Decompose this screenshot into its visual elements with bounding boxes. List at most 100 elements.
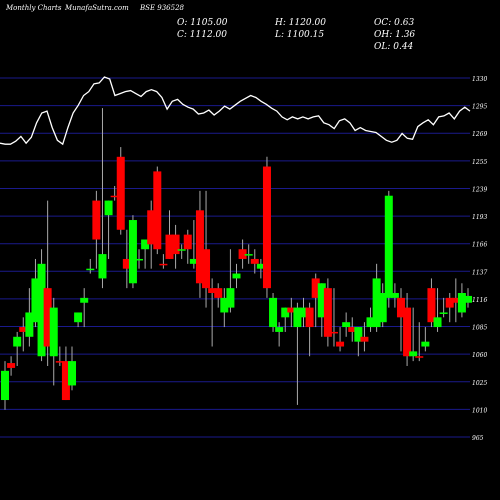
candle-body[interactable] [348,327,357,332]
y-axis-tick-labels: 1330 1295 1269 1255 1239 1193 1166 1137 1116 1085… [472,76,487,442]
candle-body[interactable] [360,336,369,342]
candle-body[interactable] [177,249,186,251]
candle-body[interactable] [336,341,345,347]
candle-body[interactable] [262,166,271,289]
candle-body[interactable] [378,293,387,323]
candle-body[interactable] [153,171,162,250]
candle-body[interactable] [238,249,247,259]
candle-body[interactable] [122,258,131,269]
candle-body[interactable] [61,361,70,401]
candle-body[interactable] [305,307,314,328]
candle-body[interactable] [287,307,296,313]
candle-body[interactable] [269,297,278,328]
candle-body[interactable] [409,351,418,357]
candle-body[interactable] [433,317,442,328]
candle-body[interactable] [110,195,119,198]
candle-body[interactable] [403,307,412,357]
candle-body[interactable] [384,195,393,298]
candle-body[interactable] [1,370,9,401]
candle-body[interactable] [86,268,95,271]
candle-body[interactable] [189,258,198,264]
y-tick-label: 1116 [472,297,487,304]
candle-body[interactable] [49,307,58,357]
ohlc-high: H: 1120.00 [275,18,326,28]
candle-body[interactable] [372,278,381,328]
candle-body[interactable] [275,327,284,332]
candle-body[interactable] [25,312,34,337]
candle-body[interactable] [208,288,217,294]
candle-body[interactable] [171,234,180,255]
candle-body[interactable] [329,331,338,334]
y-tick-label: 965 [472,435,484,442]
ohlc-ol: OL: 0.44 [374,42,414,52]
candle-body[interactable] [19,327,28,332]
candle-body[interactable] [135,258,144,261]
candle-body[interactable] [141,239,150,250]
candle-body[interactable] [31,278,40,323]
y-tick-label: 1025 [472,380,487,387]
candle-body[interactable] [451,297,460,303]
y-tick-label: 1137 [472,269,487,276]
ohlc-close: C: 1112.00 [177,30,227,40]
ohlc-oc: OC: 0.63 [374,18,415,28]
candle-body[interactable] [421,341,430,347]
candle-body[interactable] [13,336,22,347]
candle-body[interactable] [55,361,64,363]
chart-title: Monthly Charts [6,4,62,12]
grid-lines [0,77,470,438]
y-tick-label: 1239 [472,186,487,193]
candle-body[interactable] [183,234,192,250]
candle-body[interactable] [342,322,351,328]
candle-body[interactable] [80,297,89,303]
candle-body[interactable] [390,293,399,298]
y-tick-label: 1085 [472,325,487,332]
y-tick-label: 1010 [472,407,487,414]
candle-body[interactable] [195,210,204,284]
site-name[interactable]: MunafaSutra.com [65,4,129,12]
candle-body[interactable] [311,278,320,298]
candle-body[interactable] [159,263,168,266]
candle-body[interactable] [323,288,332,337]
candle-body[interactable] [256,263,265,269]
candle-body[interactable] [165,234,174,259]
candle-body[interactable] [232,273,241,279]
candle-body[interactable] [464,295,472,303]
candle-body[interactable] [202,249,211,289]
candle-body[interactable] [226,288,235,308]
candle-body[interactable] [214,288,223,298]
candle-body[interactable] [104,200,113,216]
candle-body[interactable] [7,363,16,368]
y-tick-label: 1255 [472,159,487,166]
candle-body[interactable] [68,361,77,386]
candle-body[interactable] [250,258,259,264]
y-tick-label: 1060 [472,352,487,359]
candle-body[interactable] [427,288,436,323]
candle-body[interactable] [74,312,83,323]
candle-body[interactable] [116,156,125,230]
ohlc-oh: OH: 1.36 [374,30,416,40]
candle-body[interactable] [98,254,107,279]
candle-body[interactable] [244,254,253,256]
candle-body[interactable] [439,312,448,314]
ohlc-open: O: 1105.00 [177,18,228,28]
candle-body[interactable] [415,356,424,358]
candle-body[interactable] [457,293,466,313]
candle-body[interactable] [43,288,52,347]
candle-body[interactable] [220,297,229,313]
candle-body[interactable] [354,327,363,342]
candle-body[interactable] [317,283,326,318]
candle-body[interactable] [396,297,405,318]
y-tick-label: 1295 [472,104,487,111]
candle-body[interactable] [92,200,101,240]
candle-body[interactable] [445,297,454,308]
candle-body[interactable] [366,317,375,328]
ohlc-low: L: 1100.15 [275,30,325,40]
candle-body[interactable] [128,220,137,284]
candle-body[interactable] [293,307,302,328]
candle-body[interactable] [281,307,290,318]
candle-body[interactable] [299,307,308,318]
candle-body[interactable] [147,210,156,245]
candle-body[interactable] [37,263,46,357]
